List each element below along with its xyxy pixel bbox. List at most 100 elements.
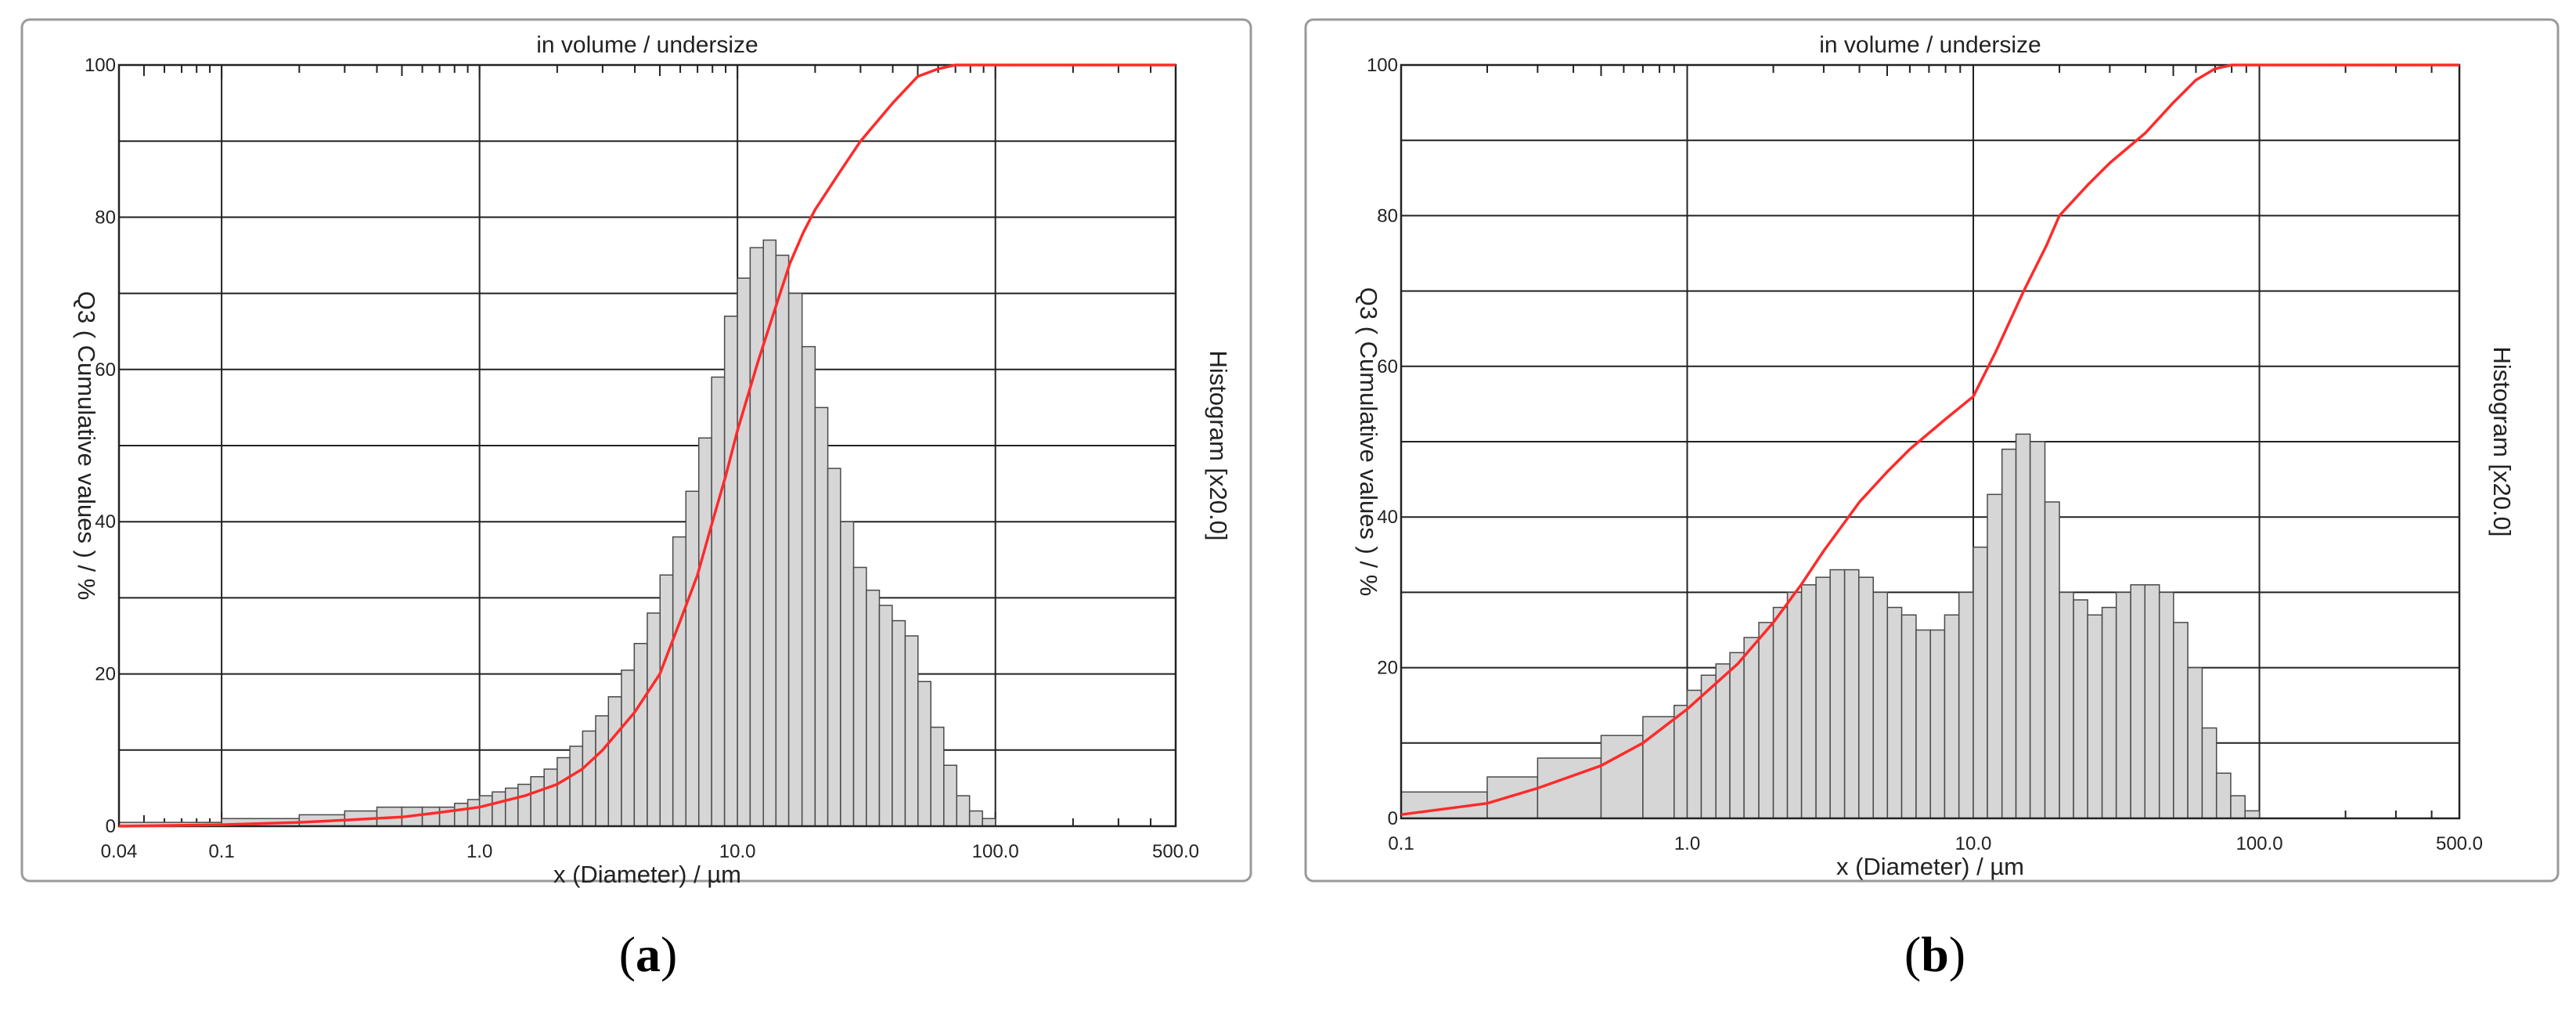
histogram-bar (1743, 637, 1760, 819)
histogram-bar (1900, 614, 1917, 819)
histogram-bar (1772, 606, 1789, 819)
histogram-bar (647, 612, 661, 827)
histogram-bar (517, 783, 531, 827)
histogram-bar (1686, 689, 1702, 819)
plot-border (117, 63, 1177, 828)
histogram-bar (2029, 441, 2046, 819)
histogram-bar (1973, 546, 1988, 819)
histogram-bar (582, 730, 596, 827)
x-tick-label: 10.0 (719, 841, 756, 862)
histogram-bar (1537, 757, 1602, 819)
y-tick-label: 40 (95, 511, 116, 533)
histogram-bar (672, 536, 687, 827)
histogram-bar (2101, 606, 2117, 819)
histogram-bar (917, 681, 931, 827)
x-axis-label: x (Diameter) / µm (553, 861, 741, 888)
histogram-bar (814, 406, 829, 827)
histogram-bar (2087, 614, 2103, 819)
secondary-y-axis-label: Histogram [x20.0] (2488, 347, 2516, 537)
histogram-bar (1987, 493, 2003, 819)
y-tick-label: 0 (1388, 808, 1398, 829)
histogram-bar (852, 566, 867, 827)
histogram-bar (478, 795, 493, 827)
histogram-bar (2059, 591, 2074, 819)
histogram-bar (2244, 810, 2261, 819)
y-tick-label: 100 (1367, 55, 1398, 76)
cumulative-curve (118, 63, 1176, 828)
y-tick-label: 20 (95, 664, 116, 685)
histogram-bar (827, 468, 841, 827)
histogram-bar (1886, 606, 1903, 819)
caption-b: (b) (1904, 926, 1965, 982)
histogram-bar (1786, 591, 1803, 819)
panel-frame (20, 18, 1252, 883)
histogram-bar (840, 521, 855, 827)
histogram-bar (1829, 569, 1846, 819)
x-tick-label: 1.0 (1674, 833, 1700, 854)
histogram-bar (1929, 629, 1946, 819)
histogram-bar (2044, 501, 2060, 819)
y-tick-label: 60 (1377, 356, 1398, 377)
histogram-bar (685, 490, 700, 827)
x-tick-label: 10.0 (1955, 833, 1992, 854)
histogram-bar (801, 345, 816, 827)
y-tick-label: 80 (95, 207, 116, 228)
histogram-bar (557, 756, 571, 827)
histogram-bar (892, 619, 906, 827)
histogram-bar (1800, 584, 1817, 819)
histogram-bar (2001, 448, 2017, 819)
histogram-bar (2015, 433, 2031, 819)
x-axis-label: x (Diameter) / µm (1836, 853, 2024, 880)
histogram-bar (633, 642, 648, 827)
secondary-y-axis-label: Histogram [x20.0] (1205, 351, 1232, 541)
histogram-bar (2115, 591, 2131, 819)
x-tick-label: 500.0 (2436, 833, 2483, 854)
caption-a: (a) (619, 926, 678, 982)
histogram-bar (530, 776, 545, 827)
histogram-bar (2215, 772, 2232, 819)
chart-title: in volume / undersize (536, 32, 758, 58)
histogram-bar (943, 764, 958, 827)
histogram-bar (1673, 704, 1688, 819)
histogram-bar (737, 277, 751, 827)
histogram-bar (775, 255, 790, 827)
histogram-bar (1758, 622, 1774, 819)
histogram-bar (2230, 795, 2246, 819)
histogram-bar (723, 316, 738, 827)
histogram-bar (1815, 576, 1831, 819)
histogram-bar (749, 247, 764, 827)
panel-a: 0 20 40 60 80 100 0.04 0.1 1.0 10.0 100.0 500.0 in v… (20, 18, 1252, 888)
histogram-bar (2130, 584, 2146, 819)
histogram-bar (711, 376, 726, 827)
x-tick-label: 500.0 (1152, 841, 1199, 862)
histogram-bar (1700, 674, 1717, 819)
histogram-bar (504, 787, 519, 827)
histogram-bar (467, 799, 481, 827)
histogram-bar (2201, 727, 2218, 819)
chart-title: in volume / undersize (1819, 32, 2041, 58)
histogram-bar (866, 589, 881, 827)
histogram-bar (492, 791, 506, 827)
y-tick-label: 20 (1377, 658, 1398, 679)
x-tick-label: 1.0 (467, 841, 492, 862)
x-tick-label: 0.04 (101, 841, 138, 862)
histogram-bar (1944, 614, 1960, 819)
x-tick-label: 0.1 (1388, 833, 1414, 854)
histogram-bar (1715, 663, 1731, 819)
histogram-bar (659, 574, 674, 827)
histogram-bar (2173, 622, 2189, 819)
histogram-bar (421, 806, 441, 827)
histogram-bar (1872, 591, 1889, 819)
y-tick-label: 0 (106, 816, 116, 837)
histogram-bar (569, 746, 584, 827)
y-tick-label: 80 (1377, 205, 1398, 226)
histogram-bar (1729, 652, 1745, 819)
x-tick-label: 100.0 (972, 841, 1019, 862)
y-tick-label: 100 (85, 55, 116, 76)
panel-frame (1304, 18, 2560, 883)
histogram-bar (787, 292, 803, 827)
histogram-bar (982, 818, 996, 827)
histogram-bar (697, 437, 712, 827)
y-axis-label: Q3 ( Cumulative values ) / % (1355, 287, 1382, 597)
